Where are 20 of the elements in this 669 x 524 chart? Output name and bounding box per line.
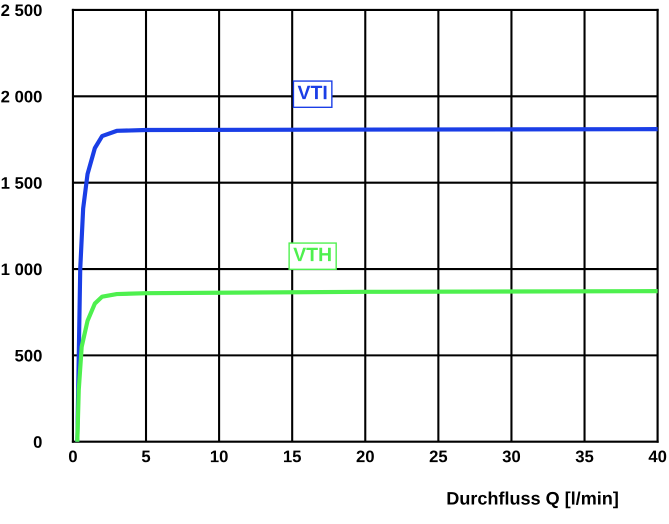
x-axis-title: Durchfluss Q [l/min]: [448, 491, 618, 508]
x-tick-label: 25: [430, 450, 448, 462]
y-tick-label: 0: [34, 436, 42, 448]
line-series: [75, 127, 658, 442]
line-series: [75, 289, 658, 442]
x-tick-label: 5: [142, 450, 150, 462]
x-tick-label: 40: [648, 450, 666, 462]
y-tick-label: 2 500: [1, 4, 42, 16]
y-tick-label: 500: [15, 350, 42, 362]
x-tick-label: 20: [356, 450, 374, 462]
series-label: VTH: [293, 248, 331, 262]
y-tick-label: 1 500: [2, 177, 42, 189]
y-tick-label: 1 000: [2, 263, 42, 276]
x-tick-label: 0: [68, 450, 77, 462]
x-tick-label: 15: [284, 450, 301, 462]
x-tick-label: 35: [576, 450, 594, 462]
x-tick-label: 30: [502, 450, 520, 462]
y-tick-label: 2 000: [1, 90, 42, 103]
series-label: VTI: [298, 86, 326, 100]
x-tick-label: 10: [210, 450, 228, 462]
